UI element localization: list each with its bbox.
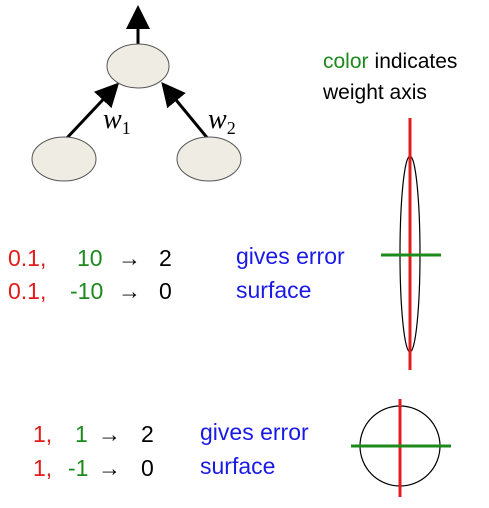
- legend-word-indicates: indicates: [375, 50, 458, 73]
- example-2-row-2-x1: 1,: [33, 455, 52, 481]
- example-1-row-1-x1: 0.1,: [8, 245, 46, 271]
- axis-legend: color indicates weight axis: [322, 50, 457, 104]
- weight-2-label: w2: [208, 104, 236, 138]
- example-2-caption-line-1: gives error: [200, 419, 309, 445]
- legend-word-color: color: [323, 50, 369, 73]
- example-1-row-1-arrow: →: [118, 245, 141, 271]
- weight-2-connection: [161, 82, 211, 141]
- legend-line-2: weight axis: [322, 81, 427, 104]
- example-2-row-1-arrow: →: [98, 421, 121, 447]
- example-1-row-1-x2: 10: [77, 245, 103, 271]
- example-2-row-1-target: 2: [141, 421, 154, 447]
- example-2-caption-line-2: surface: [200, 453, 275, 479]
- example-2-row-2: 1, -1 → 0: [33, 455, 154, 481]
- input-node-1: [31, 136, 97, 182]
- example-1-row-1: 0.1, 10 → 2: [8, 245, 172, 271]
- error-surface-elongated: [381, 118, 441, 370]
- example-1-row-2-x1: 0.1,: [8, 278, 46, 304]
- example-1-row-1-target: 2: [159, 245, 172, 271]
- example-2-row-1-x2: 1: [75, 421, 88, 447]
- example-1: 0.1, 10 → 2 0.1, -10 → 0 gives error surface: [8, 118, 441, 370]
- error-surface-circular: [351, 399, 451, 497]
- output-node: [106, 43, 170, 89]
- weight-1-label: w1: [103, 104, 131, 138]
- weight-1-connection: [63, 82, 120, 142]
- example-2-row-2-arrow: →: [98, 455, 121, 481]
- example-1-row-2-arrow: →: [118, 278, 141, 304]
- input-node-2: [176, 136, 242, 182]
- example-2-row-1: 1, 1 → 2: [33, 421, 154, 447]
- example-2: 1, 1 → 2 1, -1 → 0 gives error surface: [33, 399, 451, 497]
- example-1-row-2: 0.1, -10 → 0: [8, 278, 172, 304]
- example-1-caption-line-1: gives error: [236, 243, 345, 269]
- example-1-row-2-x2: -10: [70, 278, 103, 304]
- example-2-row-2-x2: -1: [68, 455, 88, 481]
- example-1-row-2-target: 0: [159, 278, 172, 304]
- example-2-row-2-target: 0: [141, 455, 154, 481]
- example-2-row-1-x1: 1,: [33, 421, 52, 447]
- neural-network: w1 w2: [31, 5, 242, 182]
- example-1-caption-line-2: surface: [236, 277, 311, 303]
